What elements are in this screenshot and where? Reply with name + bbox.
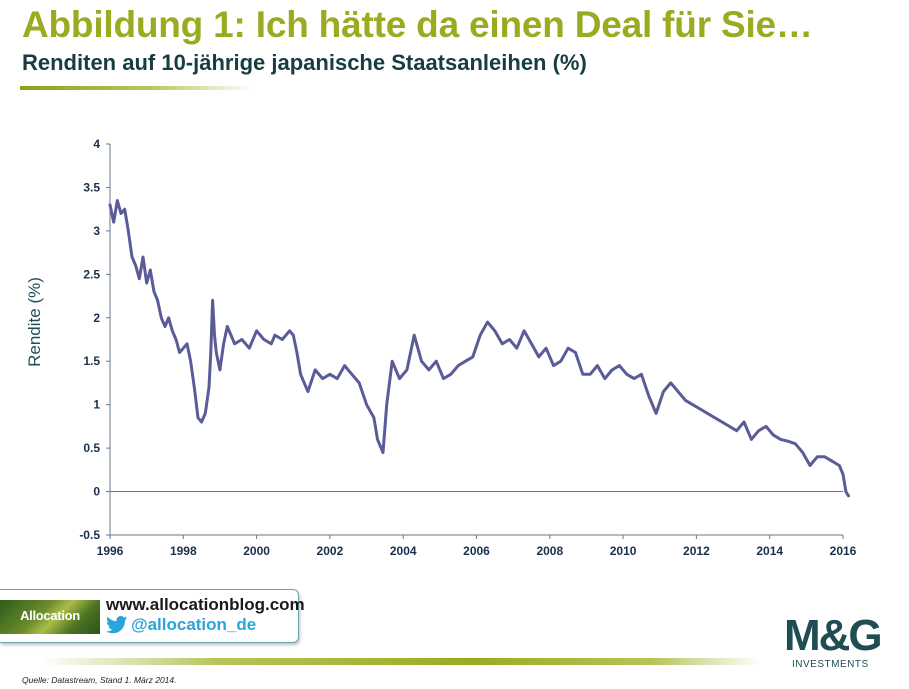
- x-tick-label: 2014: [756, 544, 783, 558]
- x-tick-label: 2002: [317, 544, 344, 558]
- y-tick-label: 0.5: [83, 441, 100, 455]
- y-tick-label: 3: [93, 224, 100, 238]
- x-tick-label: 2016: [830, 544, 857, 558]
- page-subtitle: Renditen auf 10-jährige japanische Staat…: [22, 50, 587, 75]
- x-tick-label: 2006: [463, 544, 490, 558]
- y-tick-label: 0: [93, 485, 100, 499]
- series-group: [108, 199, 850, 498]
- y-tick-label: 2.5: [83, 267, 100, 281]
- x-tick-label: 2004: [390, 544, 417, 558]
- y-tick-label: -0.5: [79, 528, 100, 542]
- x-tick-label: 2012: [683, 544, 710, 558]
- x-tick-label: 1996: [97, 544, 124, 558]
- title-divider: [20, 86, 255, 90]
- source-note: Quelle: Datastream, Stand 1. März 2014.: [22, 675, 177, 685]
- x-tick-label: 2010: [610, 544, 637, 558]
- blog-url-link[interactable]: www.allocationblog.com: [106, 595, 305, 614]
- mg-logo-main: M&G: [784, 611, 883, 660]
- x-tick-label: 1998: [170, 544, 197, 558]
- y-tick-label: 2: [93, 311, 100, 325]
- x-tick-label: 2008: [536, 544, 563, 558]
- y-tick-label: 1.5: [83, 354, 100, 368]
- mg-logo-text: M&G: [784, 611, 883, 660]
- twitter-handle-link[interactable]: @allocation_de: [131, 615, 257, 634]
- mg-logo-sub: INVESTMENTS: [792, 659, 869, 670]
- y-tick-label: 4: [93, 137, 100, 151]
- series-line-0: [108, 199, 850, 498]
- y-tick-label: 1: [93, 398, 100, 412]
- footer-divider: [40, 658, 760, 665]
- twitter-bird-icon: [106, 616, 128, 634]
- y-axis-label: Rendite (%): [25, 277, 44, 367]
- y-tick-label: 3.5: [83, 180, 100, 194]
- blog-banner[interactable]: Allocation www.allocationblog.com @alloc…: [0, 589, 305, 643]
- mg-investments-logo: M&G INVESTMENTS: [784, 614, 898, 672]
- x-tick-label: 2000: [243, 544, 270, 558]
- page-title: Abbildung 1: Ich hätte da einen Deal für…: [22, 4, 813, 45]
- x-tick-labels: 1996 1998 2000 2002 2004 2006 2008 2010 2012 2014…: [97, 544, 857, 558]
- allocation-logo: Allocation: [0, 600, 100, 634]
- y-tick-labels: 4 3.5 3 2.5 2 1.5 1 0.5 0 -0.5: [79, 137, 100, 542]
- allocation-logo-text: Allocation: [20, 608, 80, 623]
